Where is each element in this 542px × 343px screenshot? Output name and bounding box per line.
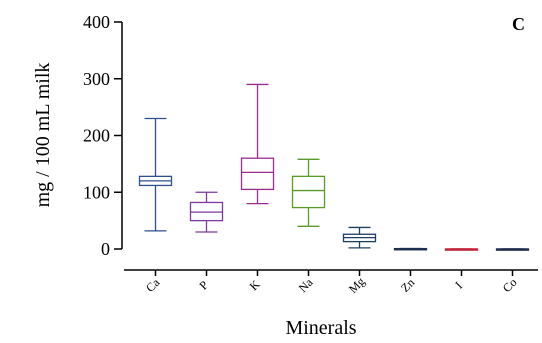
box-k bbox=[240, 83, 275, 205]
x-tick-label-zn: Zn bbox=[398, 276, 417, 295]
box-na bbox=[291, 158, 326, 227]
y-tick-label: 100 bbox=[83, 182, 110, 202]
box-p bbox=[189, 191, 224, 233]
box-zn bbox=[393, 247, 428, 251]
y-tick-label: 200 bbox=[83, 126, 110, 146]
panel-label: C bbox=[512, 14, 525, 34]
box-series bbox=[138, 83, 530, 251]
labels: 0 100 200 300 400 Ca P K Na Mg Zn I Co bbox=[83, 12, 520, 296]
iqr-box bbox=[240, 157, 275, 191]
box-co bbox=[495, 248, 530, 251]
x-tick-label-co: Co bbox=[500, 275, 520, 295]
x-axis-title: Minerals bbox=[285, 317, 356, 339]
box-ca bbox=[138, 117, 173, 232]
box-i bbox=[444, 248, 479, 251]
x-tick-label-k: K bbox=[247, 277, 263, 293]
axes bbox=[114, 21, 538, 276]
x-tick-label-mg: Mg bbox=[346, 274, 368, 296]
box-mg bbox=[342, 226, 377, 249]
x-tick-label-p: P bbox=[196, 278, 211, 293]
y-tick-label: 400 bbox=[83, 12, 110, 32]
x-tick-label-i: I bbox=[452, 279, 465, 292]
x-tick-label-ca: Ca bbox=[143, 275, 163, 295]
x-tick-label-na: Na bbox=[296, 275, 316, 295]
y-tick-label: 300 bbox=[83, 69, 110, 89]
iqr-box bbox=[291, 175, 326, 209]
y-axis-title: mg / 100 mL milk bbox=[32, 63, 54, 208]
y-tick-label: 0 bbox=[101, 239, 110, 259]
